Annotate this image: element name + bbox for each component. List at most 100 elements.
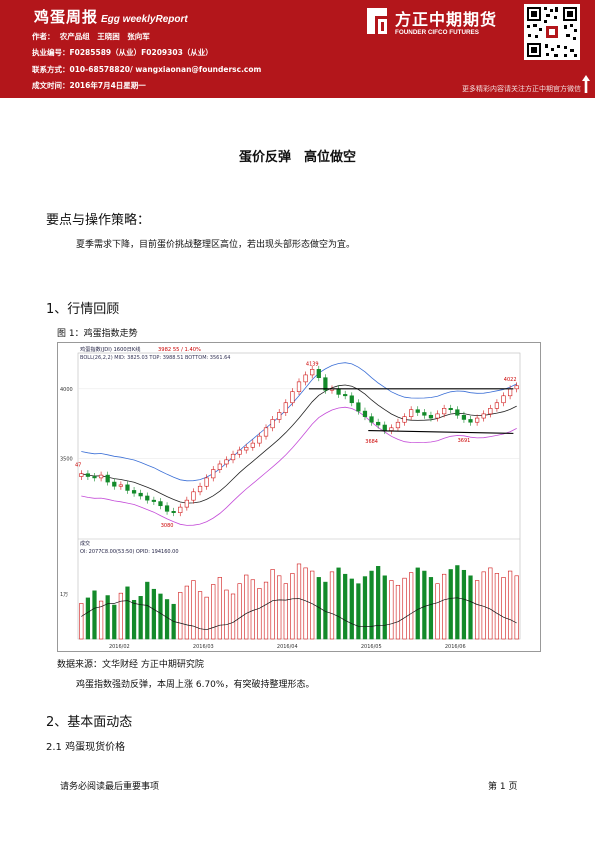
candle-body bbox=[197, 485, 203, 493]
volume-bar bbox=[349, 578, 354, 640]
volume-bar bbox=[204, 596, 209, 640]
candle-body bbox=[145, 495, 150, 501]
candle-body bbox=[85, 473, 91, 477]
authors-line: 作者： 农产品组 王晓困 张向军 bbox=[32, 31, 150, 42]
candle-body bbox=[125, 484, 130, 491]
candle-body bbox=[290, 391, 295, 404]
candle-body bbox=[428, 414, 434, 419]
contact-label: 联系方式： bbox=[32, 65, 70, 74]
volume-bar bbox=[224, 589, 229, 640]
volume-bar bbox=[118, 592, 123, 640]
candle-body bbox=[303, 374, 308, 383]
volume-bar bbox=[362, 576, 368, 640]
candle-body bbox=[250, 442, 255, 448]
candle-body bbox=[455, 409, 460, 416]
x-tick-label: 2016/03 bbox=[193, 644, 214, 650]
spot-price-subheading: 2.1 鸡蛋现货价格 bbox=[46, 742, 126, 753]
candle-body bbox=[356, 402, 361, 412]
candle-body bbox=[514, 385, 519, 390]
volume-bar bbox=[415, 567, 420, 640]
volume-bar bbox=[442, 573, 447, 640]
candle-body bbox=[112, 481, 117, 487]
volume-bar bbox=[184, 585, 189, 640]
candle-body bbox=[481, 413, 486, 419]
date-line: 成文时间：2016年7月4日星期一 bbox=[32, 80, 146, 91]
contact-value: 010-68578820/ wangxiaonan@foundersc.com bbox=[69, 65, 262, 74]
candle-body bbox=[270, 419, 275, 429]
candle-body bbox=[501, 395, 506, 404]
figure-source: 数据来源：文华财经 方正中期研究院 bbox=[57, 660, 204, 670]
follow-wechat-text: 更多精彩内容请关注方正中期官方微信 bbox=[462, 85, 581, 93]
price-annotation: 3080 bbox=[161, 523, 174, 529]
volume-bar bbox=[461, 569, 467, 640]
candle-body bbox=[257, 435, 262, 444]
volume-bar bbox=[112, 604, 117, 640]
support-line bbox=[368, 430, 514, 434]
volume-bar bbox=[481, 571, 486, 640]
volume-bar bbox=[98, 600, 104, 640]
candle-body bbox=[164, 505, 170, 512]
volume-bar bbox=[283, 583, 288, 640]
volume-bar bbox=[257, 588, 262, 640]
volume-bar bbox=[409, 572, 414, 640]
y-tick-label: 3500 bbox=[60, 456, 73, 462]
candle-body bbox=[310, 369, 315, 376]
section-fundamentals-heading: 2、基本面动态 bbox=[46, 715, 133, 730]
volume-bar bbox=[290, 573, 295, 640]
candle-body bbox=[230, 453, 236, 461]
license-line: 执业编号：F0285589（从业）F0209303（从业） bbox=[32, 47, 213, 58]
candle-body bbox=[507, 388, 513, 397]
qr-code-icon[interactable] bbox=[524, 4, 580, 60]
license-label: 执业编号： bbox=[32, 48, 70, 57]
candle-body bbox=[184, 499, 189, 508]
price-annotation: 4139 bbox=[306, 361, 319, 367]
volume-title: 成交 bbox=[80, 540, 90, 547]
volume-bar bbox=[270, 569, 275, 640]
volume-bar bbox=[145, 581, 150, 640]
boll-mid-line bbox=[81, 384, 517, 504]
section-market-review-heading: 1、行情回顾 bbox=[46, 302, 120, 317]
date-label: 成文时间： bbox=[32, 81, 70, 90]
x-tick-label: 2016/06 bbox=[445, 644, 466, 650]
report-header: 鸡蛋周报 Egg weeklyReport 作者： 农产品组 王晓困 张向军 执业… bbox=[0, 0, 595, 98]
candle-body bbox=[422, 412, 427, 416]
volume-bar bbox=[376, 566, 381, 640]
candle-body bbox=[158, 501, 163, 507]
volume-bar bbox=[230, 593, 236, 640]
volume-bar bbox=[125, 586, 130, 640]
volume-bar bbox=[343, 573, 348, 640]
candle-body bbox=[224, 459, 229, 465]
candle-body bbox=[468, 419, 473, 423]
candle-body bbox=[296, 381, 302, 392]
candle-body bbox=[415, 409, 420, 413]
candle-body bbox=[151, 499, 156, 502]
candle-body bbox=[98, 474, 104, 479]
volume-bar bbox=[131, 599, 137, 640]
volume-bar bbox=[151, 588, 156, 640]
candle-body bbox=[395, 421, 401, 429]
candle-body bbox=[442, 408, 447, 415]
chart-title: 鸡蛋指数(JDI) 1600日K线 bbox=[80, 345, 140, 353]
section-keypoints-text: 夏季需求下降，目前蛋价挑战整理区高位，若出现头部形态做空为宜。 bbox=[76, 240, 356, 250]
egg-index-chart: 鸡蛋指数(JDI) 1600日K线 3982 55 / 1.40% BOLL(26,… bbox=[57, 342, 541, 652]
volume-bar bbox=[158, 593, 163, 640]
company-logo: 方正中期期货 FOUNDER CIFCO FUTURES bbox=[364, 6, 516, 42]
boll-top-line bbox=[81, 362, 517, 482]
arrow-up-icon bbox=[582, 75, 590, 93]
report-title-en: Egg weeklyReport bbox=[101, 14, 188, 25]
candle-body bbox=[118, 484, 123, 487]
volume-bar bbox=[422, 570, 427, 640]
candle-body bbox=[131, 490, 137, 494]
candle-body bbox=[382, 424, 387, 431]
volume-bar bbox=[475, 580, 480, 640]
document-title: 蛋价反弹 高位做空 bbox=[238, 150, 356, 165]
volume-bar bbox=[105, 595, 110, 640]
volume-bar bbox=[79, 603, 84, 640]
candle-body bbox=[217, 463, 222, 470]
volume-bar bbox=[395, 584, 401, 640]
contact-line: 联系方式：010-68578820/ wangxiaonan@foundersc… bbox=[32, 64, 261, 75]
volume-bar bbox=[310, 570, 315, 640]
report-title-cn: 鸡蛋周报 bbox=[34, 8, 99, 26]
candle-body bbox=[349, 395, 354, 404]
candle-body bbox=[494, 402, 500, 409]
